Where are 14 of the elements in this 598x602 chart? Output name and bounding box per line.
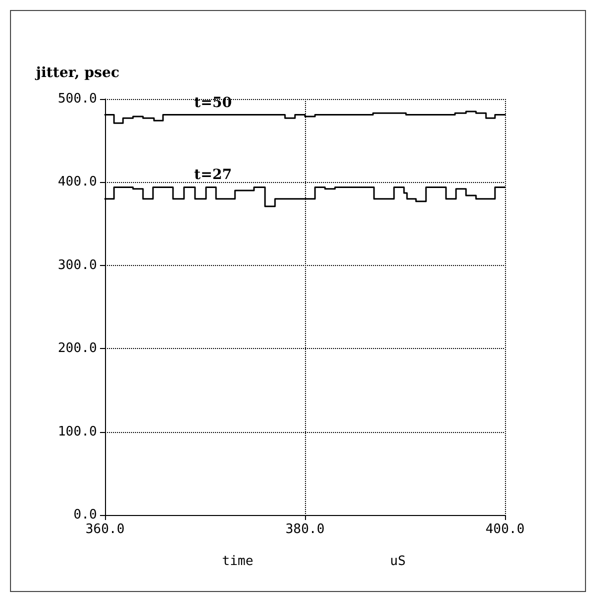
y-tick-label: 100.0 bbox=[58, 424, 97, 440]
x-tick-label: 400.0 bbox=[485, 522, 525, 537]
y-tick-label: 500.0 bbox=[58, 92, 97, 106]
y-tick-label: 300.0 bbox=[58, 258, 97, 273]
series-label: t=50 bbox=[194, 94, 232, 111]
y-tick-label: 200.0 bbox=[58, 341, 97, 356]
x-tick-label: 360.0 bbox=[85, 522, 125, 537]
y-tick-label: 0.0 bbox=[74, 508, 97, 522]
text: uS bbox=[390, 554, 406, 569]
y-tick-label: 400.0 bbox=[58, 174, 97, 190]
x-tick-label: 380.0 bbox=[285, 522, 325, 537]
series-label: t=27 bbox=[194, 167, 232, 184]
x-axis-title: time bbox=[222, 554, 254, 569]
y-axis-title: jitter, psec bbox=[34, 65, 120, 81]
